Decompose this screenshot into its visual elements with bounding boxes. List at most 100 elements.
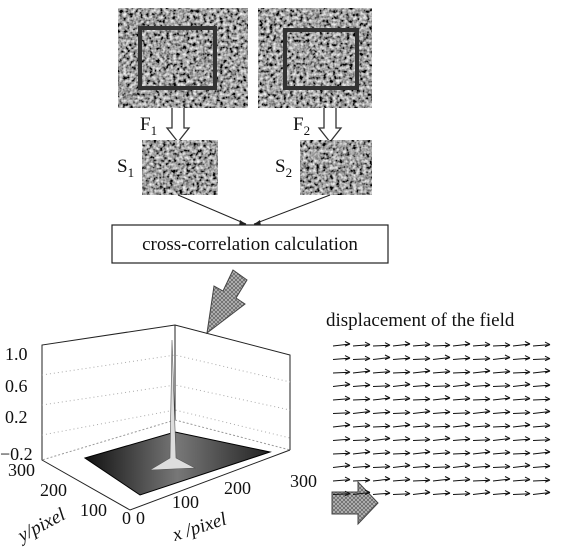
vector-arrow <box>373 410 390 415</box>
vector-arrow <box>333 477 350 482</box>
vector-arrow <box>353 342 370 347</box>
label-main: S <box>117 156 128 177</box>
vector-arrow <box>333 382 350 387</box>
vector-arrow <box>393 437 410 442</box>
tick-label: 300 <box>8 460 35 480</box>
vector-arrow <box>373 491 390 496</box>
vector-arrow <box>453 437 470 442</box>
hatched-arrow <box>207 270 247 333</box>
vector-arrow <box>493 464 510 469</box>
connector <box>178 195 246 224</box>
vector-arrow <box>453 451 470 456</box>
vector-arrow <box>353 369 370 374</box>
vector-arrow <box>453 396 470 401</box>
vector-arrow <box>493 450 510 455</box>
tick-label: 0.6 <box>5 376 28 396</box>
vector-arrow <box>493 477 510 482</box>
vector-arrow <box>413 478 430 483</box>
vector-arrow <box>513 342 530 347</box>
axis-label: y/pixel <box>13 504 69 547</box>
subwindow-label: S1 <box>117 156 134 180</box>
vector-arrow <box>333 342 350 347</box>
vector-arrow <box>393 356 410 361</box>
frame-image <box>118 8 248 108</box>
vector-arrow <box>473 383 490 388</box>
vector-arrow <box>393 423 410 428</box>
vector-arrow <box>413 397 430 402</box>
vector-arrow <box>333 451 350 456</box>
vector-arrow <box>533 464 550 469</box>
vector-arrow <box>433 464 450 469</box>
vector-arrow <box>433 491 450 496</box>
vector-arrow <box>353 397 370 402</box>
vector-arrow <box>513 477 530 482</box>
vector-arrow <box>373 383 390 388</box>
vector-arrow <box>473 478 490 483</box>
vector-arrow <box>333 410 350 415</box>
vector-arrow <box>533 437 550 442</box>
vector-arrow <box>393 370 410 375</box>
diagram: F1 F2 S1 S2 cross-correlation calculatio… <box>0 0 561 547</box>
label-sub: 2 <box>286 165 293 180</box>
vector-arrow <box>373 355 390 360</box>
vector-arrow <box>413 437 430 442</box>
subwindow-image <box>142 140 218 195</box>
vector-arrow <box>413 356 430 361</box>
vector-arrow <box>493 369 510 374</box>
vector-arrow <box>453 477 470 482</box>
vector-arrow <box>333 423 350 428</box>
tick-label: 300 <box>290 471 317 491</box>
hatched-arrow <box>332 482 378 524</box>
label-sub: 2 <box>304 123 311 138</box>
tick-label: 200 <box>40 480 67 500</box>
vector-arrow <box>433 383 450 388</box>
tick-label: 0 <box>136 508 145 528</box>
vector-arrow <box>433 436 450 441</box>
vector-arrow <box>453 382 470 387</box>
vector-arrow <box>473 490 490 495</box>
vector-arrow <box>373 343 390 348</box>
process-label: cross-correlation calculation <box>142 234 358 255</box>
vector-arrow <box>473 437 490 442</box>
vector-arrow <box>433 343 450 348</box>
vector-arrow <box>353 409 370 414</box>
vector-arrow <box>513 382 530 387</box>
down-arrow <box>167 108 189 142</box>
frame-label: F1 <box>140 114 157 138</box>
vector-arrow <box>453 342 470 347</box>
vector-arrow <box>533 383 550 388</box>
vector-arrow <box>533 356 550 361</box>
vector-arrow <box>493 436 510 441</box>
vector-arrow <box>473 423 490 428</box>
vector-arrow <box>453 463 470 468</box>
label-main: S <box>275 156 286 177</box>
vector-arrow <box>493 424 510 429</box>
vector-arrow <box>533 369 550 374</box>
vector-arrow <box>533 342 550 347</box>
vector-arrow <box>513 370 530 375</box>
tick-label: 100 <box>172 492 199 512</box>
vector-arrow <box>413 450 430 455</box>
vector-arrow <box>493 410 510 415</box>
vector-arrow <box>353 383 370 388</box>
vector-arrow <box>413 383 430 388</box>
vector-arrow <box>373 477 390 482</box>
vector-arrow <box>473 450 490 455</box>
tick-label: 0 <box>122 508 131 528</box>
vector-arrow <box>453 423 470 428</box>
vector-arrow <box>533 423 550 428</box>
vector-arrow <box>513 423 530 428</box>
vector-arrow <box>353 437 370 442</box>
vector-arrow <box>353 450 370 455</box>
vector-arrow <box>453 370 470 375</box>
vector-arrow <box>453 410 470 415</box>
vector-arrow <box>433 410 450 415</box>
vector-arrow <box>533 490 550 495</box>
vector-arrow <box>373 396 390 401</box>
vector-arrow <box>373 424 390 429</box>
frame-label: F2 <box>293 114 310 138</box>
vector-arrow <box>373 436 390 441</box>
vector-arrow <box>413 369 430 374</box>
vector-arrow <box>493 383 510 388</box>
connector <box>254 195 330 224</box>
